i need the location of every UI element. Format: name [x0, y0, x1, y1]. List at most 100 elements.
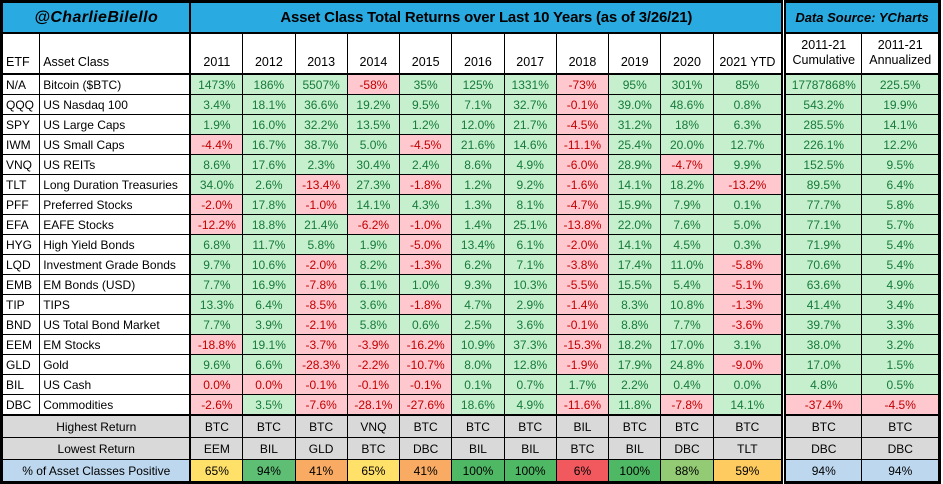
summary-cell: BTC [294, 414, 348, 438]
summary-cell: BTC [712, 414, 785, 438]
etf-cell: BIL [0, 374, 41, 395]
return-cell: -8.5% [294, 294, 348, 315]
return-cell: 35% [399, 73, 453, 95]
return-cell: 1.3% [451, 194, 505, 215]
annualized-cell: 5.8% [861, 194, 940, 215]
return-cell: 11.0% [660, 254, 714, 275]
column-header-row: ETF Asset Class 2011 2012 2013 2014 2015… [0, 32, 940, 75]
cumulative-cell: 543.2% [781, 94, 863, 115]
cumulative-cell: 152.5% [781, 154, 863, 175]
year-header: 2021 YTD [712, 32, 785, 75]
asset-class-cell: Gold [39, 354, 192, 375]
year-header: 2019 [608, 32, 662, 75]
cumulative-cell: 41.4% [781, 294, 863, 315]
summary-cell: 59% [712, 459, 785, 483]
return-cell: -18.8% [189, 334, 244, 355]
return-cell: 5.8% [346, 314, 401, 335]
table-row: BIL US Cash 0.0% 0.0% -0.1% -0.1% -0.1% 0.1% 0.7… [0, 374, 940, 395]
table-row: BND US Total Bond Market 7.7% 3.9% -2.1% 5.8%… [0, 314, 940, 335]
return-cell: -1.3% [399, 254, 453, 275]
asset-class-cell: US Large Caps [39, 114, 192, 135]
summary-cell: BTC [555, 437, 610, 460]
table-title: Asset Class Total Returns over Last 10 Y… [189, 1, 785, 34]
return-cell: 7.9% [660, 194, 714, 215]
table-row: EMB EM Bonds (USD) 7.7% 16.9% -7.8% 6.1% 1.0% 9… [0, 274, 940, 295]
col-header-etf: ETF [0, 32, 41, 75]
return-cell: 12.8% [503, 354, 557, 375]
return-cell: 34.0% [189, 174, 244, 195]
return-cell: 8.8% [608, 314, 662, 335]
return-cell: -5.0% [399, 234, 453, 255]
return-cell: 0.8% [712, 94, 785, 115]
table-row: QQQ US Nasdaq 100 3.4% 18.1% 36.6% 19.2% 9.5% 7… [0, 94, 940, 115]
return-cell: 13.4% [451, 234, 505, 255]
return-cell: 10.8% [660, 294, 714, 315]
summary-cell: EEM [189, 437, 244, 460]
return-cell: 0.0% [189, 374, 244, 395]
return-cell: -28.3% [294, 354, 348, 375]
return-cell: -2.0% [294, 254, 348, 275]
return-cell: 13.5% [346, 114, 401, 135]
summary-cell: BTC [861, 414, 940, 438]
return-cell: 15.5% [608, 274, 662, 295]
etf-cell: EEM [0, 334, 41, 355]
return-cell: 13.3% [189, 294, 244, 315]
return-cell: 9.9% [712, 154, 785, 175]
positive-label: % of Asset Classes Positive [1, 459, 192, 483]
return-cell: 30.4% [346, 154, 401, 175]
table-row: GLD Gold 9.6% 6.6% -28.3% -2.2% -10.7% 8.0% 12.8… [0, 354, 940, 375]
return-cell: -16.2% [399, 334, 453, 355]
etf-cell: TIP [0, 294, 41, 315]
author-handle: @CharlieBilello [1, 1, 192, 34]
asset-class-cell: US REITs [39, 154, 192, 175]
return-cell: 36.6% [294, 94, 348, 115]
return-cell: 14.1% [346, 194, 401, 215]
return-cell: 186% [242, 73, 296, 95]
summary-cell: 41% [294, 459, 348, 483]
return-cell: -10.7% [399, 354, 453, 375]
etf-cell: EMB [0, 274, 41, 295]
return-cell: 0.3% [712, 234, 785, 255]
asset-class-cell: US Small Caps [39, 134, 192, 155]
return-cell: 0.1% [451, 374, 505, 395]
return-cell: 95% [608, 73, 662, 95]
return-cell: -1.9% [555, 354, 610, 375]
return-cell: 7.6% [660, 214, 714, 235]
return-cell: 25.1% [503, 214, 557, 235]
return-cell: 9.5% [399, 94, 453, 115]
etf-cell: EFA [0, 214, 41, 235]
summary-cell: BTC [660, 414, 714, 438]
cumulative-cell: 71.9% [781, 234, 863, 255]
asset-class-cell: US Nasdaq 100 [39, 94, 192, 115]
summary-cell: BIL [555, 414, 610, 438]
return-cell: 8.6% [189, 154, 244, 175]
return-cell: -3.8% [555, 254, 610, 275]
etf-cell: QQQ [0, 94, 41, 115]
return-cell: 5.4% [660, 274, 714, 295]
return-cell: 0.6% [399, 314, 453, 335]
return-cell: 17.0% [660, 334, 714, 355]
return-cell: 18.6% [451, 394, 505, 416]
return-cell: -15.3% [555, 334, 610, 355]
asset-class-cell: Long Duration Treasuries [39, 174, 192, 195]
annualized-cell: 14.1% [861, 114, 940, 135]
cumulative-cell: 38.0% [781, 334, 863, 355]
summary-cell: BTC [242, 414, 296, 438]
year-header: 2020 [660, 32, 714, 75]
annualized-cell: 6.4% [861, 174, 940, 195]
table-row: LQD Investment Grade Bonds 9.7% 10.6% -2.0% 8… [0, 254, 940, 275]
return-cell: 0.1% [712, 194, 785, 215]
return-cell: -4.5% [555, 114, 610, 135]
return-cell: 10.3% [503, 274, 557, 295]
summary-cell: BTC [451, 414, 505, 438]
return-cell: -2.0% [555, 234, 610, 255]
return-cell: 3.6% [346, 294, 401, 315]
return-cell: 2.6% [242, 174, 296, 195]
summary-cell: 94% [861, 459, 940, 483]
return-cell: -1.3% [712, 294, 785, 315]
return-cell: 18% [660, 114, 714, 135]
return-cell: 12.0% [451, 114, 505, 135]
asset-class-cell: EM Stocks [39, 334, 192, 355]
asset-class-cell: EM Bonds (USD) [39, 274, 192, 295]
